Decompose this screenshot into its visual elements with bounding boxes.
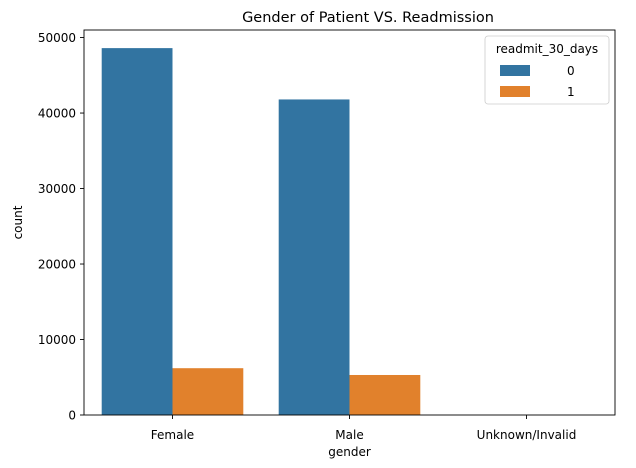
x-axis-ticks: Female Male Unknown/Invalid — [151, 415, 577, 442]
bar-male-series-1 — [349, 374, 421, 415]
bar-female-series-0 — [101, 48, 173, 416]
y-tick-label: 10000 — [38, 333, 76, 347]
y-tick-label: 50000 — [38, 31, 76, 45]
legend: readmit_30_days 0 1 — [484, 35, 610, 105]
y-tick-label: 0 — [68, 409, 76, 423]
chart-title: Gender of Patient VS. Readmission — [242, 10, 494, 26]
legend-label-1: 1 — [567, 85, 575, 99]
y-tick-label: 20000 — [38, 258, 76, 272]
y-tick-label: 40000 — [38, 107, 76, 121]
bar-male-series-0 — [278, 99, 350, 415]
plot-frame — [83, 29, 616, 416]
legend-swatch-1 — [500, 86, 530, 97]
y-axis-ticks: 0 10000 20000 30000 40000 50000 — [38, 31, 84, 423]
legend-title: readmit_30_days — [496, 42, 598, 56]
bars — [101, 48, 527, 416]
x-tick-label: Female — [151, 428, 194, 442]
legend-label-0: 0 — [567, 64, 575, 78]
y-axis-label: count — [11, 205, 25, 239]
x-tick-label: Male — [335, 428, 363, 442]
y-tick-label: 30000 — [38, 182, 76, 196]
legend-swatch-0 — [500, 65, 530, 76]
x-axis-label: gender — [328, 445, 371, 459]
bar-female-series-1 — [172, 368, 244, 415]
x-tick-label: Unknown/Invalid — [477, 428, 577, 442]
